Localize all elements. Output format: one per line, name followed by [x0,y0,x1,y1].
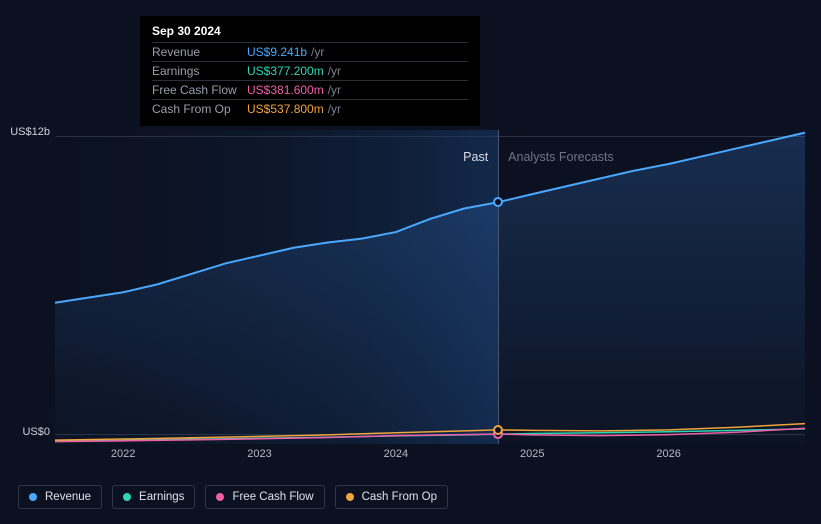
x-axis: 2022 2023 2024 2025 2026 [55,448,805,468]
legend-dot-icon [216,493,224,501]
tooltip-row-unit: /yr [311,45,324,59]
tooltip-row-value: US$381.600m [247,83,324,97]
x-axis-tick: 2022 [111,448,135,460]
x-axis-tick: 2023 [247,448,271,460]
forecast-region-label: Analysts Forecasts [508,150,614,164]
tooltip-row-label: Revenue [152,45,247,59]
x-axis-tick: 2025 [520,448,544,460]
tooltip-row-label: Free Cash Flow [152,83,247,97]
financial-forecast-chart: US$12b US$0 Past Analysts Forecasts 2022… [0,0,821,524]
tooltip-row-label: Earnings [152,64,247,78]
hover-tooltip: Sep 30 2024 RevenueUS$9.241b/yrEarningsU… [140,16,480,126]
legend-item-label: Cash From Op [362,491,437,503]
tooltip-row: Cash From OpUS$537.800m/yr [152,99,468,118]
tooltip-date: Sep 30 2024 [152,24,468,42]
legend-dot-icon [123,493,131,501]
legend-item-revenue[interactable]: Revenue [18,485,102,509]
legend-dot-icon [346,493,354,501]
legend-item-cash-from-op[interactable]: Cash From Op [335,485,448,509]
marker-cash-from-op [493,425,503,435]
x-axis-tick: 2024 [384,448,408,460]
chart-legend: Revenue Earnings Free Cash Flow Cash From O… [18,485,448,509]
tooltip-row-unit: /yr [328,102,341,116]
tooltip-row-value: US$9.241b [247,45,307,59]
legend-item-earnings[interactable]: Earnings [112,485,195,509]
legend-item-free-cash-flow[interactable]: Free Cash Flow [205,485,324,509]
legend-item-label: Revenue [45,491,91,503]
tooltip-row-unit: /yr [328,64,341,78]
tooltip-row: Free Cash FlowUS$381.600m/yr [152,80,468,99]
legend-item-label: Earnings [139,491,184,503]
x-axis-tick: 2026 [656,448,680,460]
tooltip-row: RevenueUS$9.241b/yr [152,42,468,61]
tooltip-row-value: US$377.200m [247,64,324,78]
past-forecast-divider [498,130,499,444]
tooltip-row: EarningsUS$377.200m/yr [152,61,468,80]
marker-revenue [493,197,503,207]
tooltip-row-unit: /yr [328,83,341,97]
legend-dot-icon [29,493,37,501]
past-region-label: Past [463,150,488,164]
tooltip-row-value: US$537.800m [247,102,324,116]
tooltip-row-label: Cash From Op [152,102,247,116]
legend-item-label: Free Cash Flow [232,491,313,503]
